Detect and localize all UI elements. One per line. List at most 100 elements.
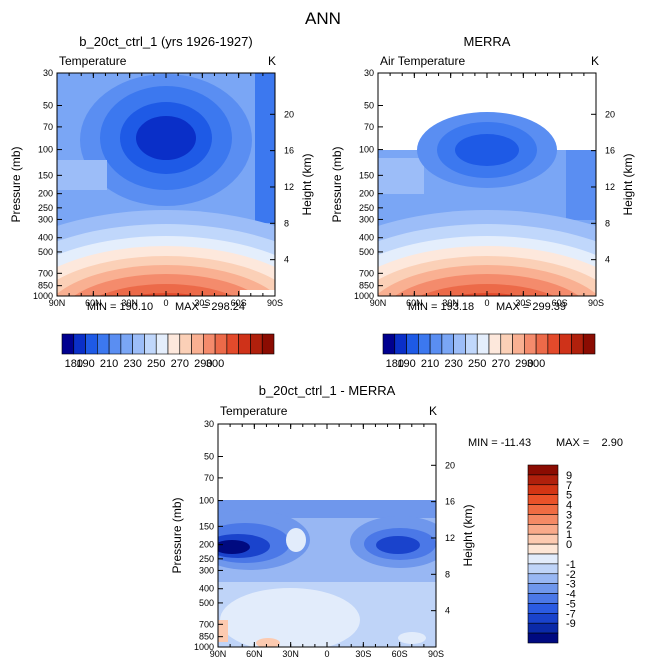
y-tick-label: 50	[43, 100, 53, 110]
y-tick-label: 850	[199, 632, 214, 642]
colorbar-swatch	[571, 333, 584, 355]
y-tick-label: 150	[38, 170, 53, 180]
colorbar-swatch	[527, 504, 559, 515]
colorbar-swatch	[527, 474, 559, 486]
colorbar-swatch	[527, 593, 559, 604]
y-tick-label: 200	[38, 189, 53, 199]
colorbar-swatch	[547, 333, 560, 355]
colorbar-label: 3	[566, 509, 572, 521]
x-tick-label: 90N	[49, 298, 66, 308]
colorbar-label: 1	[566, 529, 572, 541]
colorbar-label: 270	[492, 358, 510, 370]
y-tick-label: 850	[38, 281, 53, 291]
y-tick-label: 30	[43, 68, 53, 78]
colorbar-label: 210	[421, 358, 439, 370]
variable-label: Air Temperature	[380, 54, 465, 68]
colorbar-label: 300	[206, 358, 224, 370]
colorbar-swatch	[527, 563, 559, 575]
x-tick-label: 90N	[370, 298, 387, 308]
y2-tick-label: 12	[445, 533, 455, 543]
colorbar-label: 4	[566, 500, 572, 512]
colorbar-label: -7	[566, 608, 576, 620]
y-tick-label: 400	[38, 233, 53, 243]
y2-tick-label: 8	[284, 218, 289, 228]
colorbar-label: -5	[566, 598, 576, 610]
y-tick-label: 250	[199, 554, 214, 564]
colorbar-label: 7	[566, 480, 572, 492]
colorbar-swatch	[527, 603, 559, 614]
colorbar-swatch	[441, 333, 454, 355]
colorbar-swatch	[108, 333, 122, 355]
x-tick-label: 30S	[515, 298, 531, 308]
panel-title: MERRA	[464, 34, 511, 49]
x-tick-label: 30N	[282, 649, 299, 659]
colorbar-label: 5	[566, 490, 572, 502]
colorbar-swatch	[429, 333, 443, 355]
x-tick-label: 0	[484, 298, 489, 308]
colorbar-swatch	[155, 333, 169, 355]
y-tick-label: 500	[359, 247, 374, 257]
y-tick-label: 150	[199, 521, 214, 531]
colorbar-swatch	[527, 494, 559, 505]
y-tick-label: 500	[38, 247, 53, 257]
y-tick-label: 100	[359, 145, 374, 155]
colorbar-label: 270	[171, 358, 189, 370]
x-tick-label: 30N	[442, 298, 459, 308]
max-label: MAX = 298.24	[175, 301, 245, 313]
y-tick-label: 150	[359, 170, 374, 180]
colorbar-swatch	[527, 583, 559, 594]
colorbar-swatch	[527, 524, 559, 535]
y-tick-label: 70	[364, 122, 374, 132]
colorbar-swatch	[476, 333, 490, 355]
colorbar-swatch	[527, 632, 559, 644]
x-tick-label: 30S	[194, 298, 210, 308]
y-tick-label: 700	[199, 619, 214, 629]
colorbar-swatch	[167, 333, 181, 355]
contour-field	[378, 112, 596, 296]
y2-tick-label: 16	[284, 146, 294, 156]
y-axis-title: Pressure (mb)	[9, 146, 23, 222]
y-tick-label: 700	[359, 268, 374, 278]
colorbar-label: 190	[397, 358, 415, 370]
y2-tick-label: 4	[284, 255, 289, 265]
y-tick-label: 30	[204, 419, 214, 429]
panel-difference: b_20ct_ctrl_1 - MERRA Temperature K 3050…	[170, 383, 623, 659]
y-tick-label: 50	[204, 451, 214, 461]
y-tick-label: 30	[364, 68, 374, 78]
colorbar-label: 250	[147, 358, 165, 370]
max-label: MAX = 299.39	[496, 301, 566, 313]
colorbar-label: 9	[566, 470, 572, 482]
units-label: K	[268, 54, 276, 68]
variable-label: Temperature	[59, 54, 127, 68]
colorbar-swatch	[394, 333, 407, 355]
colorbar-label: 190	[76, 358, 94, 370]
x-tick-label: 0	[163, 298, 168, 308]
y-tick-label: 850	[359, 281, 374, 291]
colorbar-label: -1	[566, 559, 576, 571]
colorbar-label: -4	[566, 589, 576, 601]
y-tick-label: 50	[364, 100, 374, 110]
contour-level	[398, 632, 426, 644]
contour-level	[136, 116, 196, 160]
colorbar-swatch	[527, 533, 559, 545]
y-tick-label: 400	[359, 233, 374, 243]
colorbar-label: 230	[123, 358, 141, 370]
y-tick-label: 1000	[354, 291, 374, 301]
figure-title: ANN	[305, 9, 341, 28]
y-tick-label: 300	[359, 214, 374, 224]
contour-level	[220, 588, 360, 647]
colorbar-swatch	[527, 464, 559, 476]
x-tick-label: 60S	[552, 298, 568, 308]
contour-level	[256, 638, 280, 647]
y-tick-label: 250	[38, 203, 53, 213]
colorbar-swatch	[120, 333, 133, 355]
colorbar-swatch	[179, 333, 192, 355]
y-tick-label: 1000	[33, 291, 53, 301]
colorbar-swatch	[214, 333, 228, 355]
colorbar-swatch	[73, 333, 86, 355]
y-tick-label: 500	[199, 598, 214, 608]
colorbar-swatch	[97, 333, 110, 355]
y-tick-label: 70	[204, 473, 214, 483]
units-label: K	[429, 404, 437, 418]
contour-level	[419, 284, 555, 296]
